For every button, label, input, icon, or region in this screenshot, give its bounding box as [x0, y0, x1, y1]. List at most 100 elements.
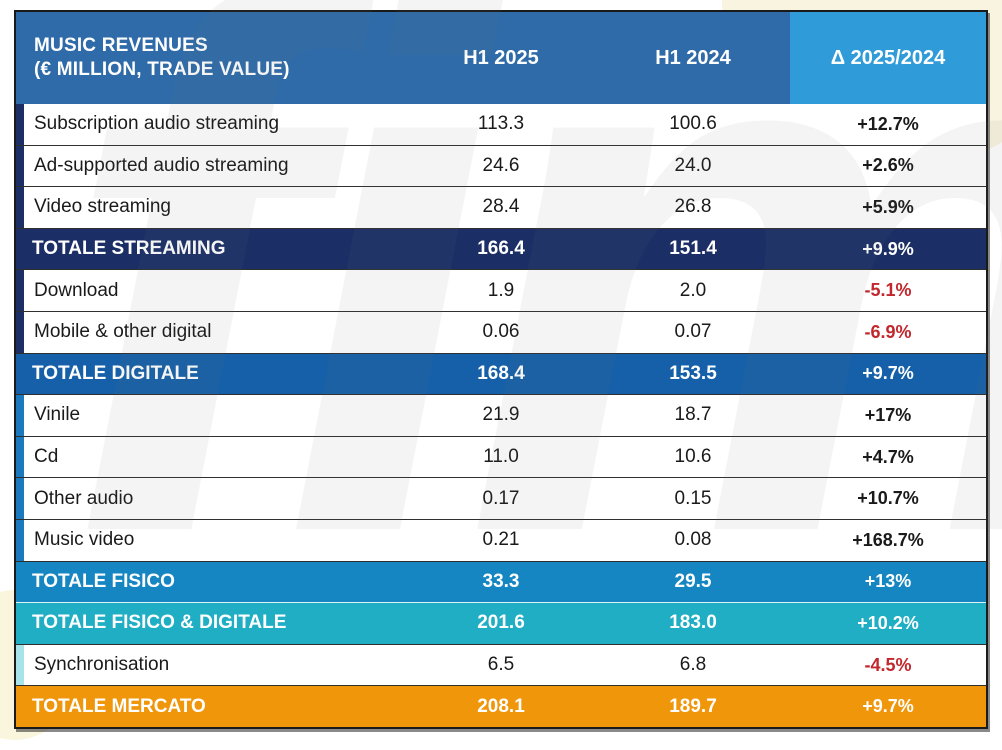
value-delta: +10.7% [857, 488, 919, 509]
value-delta: -4.5% [864, 654, 912, 675]
value-delta: +17% [864, 404, 912, 425]
value-h1-2025: 166.4 [477, 238, 525, 260]
value-h1-2025: 33.3 [482, 570, 520, 592]
row-label-cell: TOTALE STREAMING [16, 229, 406, 270]
table-row: Synchronisation 6.5 6.8 -4.5% [16, 643, 986, 686]
row-label-cell: Video streaming [16, 187, 406, 228]
value-h1-2025: 201.6 [477, 612, 525, 634]
row-label: Subscription audio streaming [34, 113, 280, 135]
value-h1-2025: 1.9 [487, 279, 515, 301]
value-h1-2024: 6.8 [679, 654, 707, 676]
header-title-cell: MUSIC REVENUES (€ MILLION, TRADE VALUE) [16, 12, 406, 104]
row-color-stripe [16, 519, 24, 561]
value-h1-2025: 21.9 [482, 404, 520, 426]
value-delta: -6.9% [864, 321, 912, 342]
table-row: TOTALE MERCATO 208.1 189.7 +9.7% [16, 685, 986, 727]
value-h1-2025: 24.6 [482, 154, 520, 176]
row-label: Vinile [34, 404, 81, 426]
row-label: TOTALE FISICO & DIGITALE [32, 612, 287, 634]
value-delta: +168.7% [852, 529, 924, 550]
row-label: Mobile & other digital [34, 321, 212, 343]
table-row: Music video 0.21 0.08 +168.7% [16, 518, 986, 561]
table-row: Cd 11.0 10.6 +4.7% [16, 435, 986, 478]
row-label: Ad-supported audio streaming [34, 154, 289, 176]
table-row: TOTALE FISICO & DIGITALE 201.6 183.0 +10.2% [16, 602, 986, 644]
table-row: Vinile 21.9 18.7 +17% [16, 394, 986, 436]
value-h1-2024: 29.5 [674, 570, 712, 592]
row-label-cell: Ad-supported audio streaming [16, 145, 406, 187]
row-label-cell: Subscription audio streaming [16, 104, 406, 145]
row-label-cell: Cd [16, 436, 406, 478]
row-label: Synchronisation [34, 654, 170, 676]
value-h1-2025: 0.17 [482, 487, 520, 509]
value-h1-2025: 208.1 [477, 695, 525, 717]
row-label: Download [34, 279, 119, 301]
row-color-stripe [16, 187, 24, 228]
value-h1-2024: 0.15 [674, 487, 712, 509]
header-col-h1-2024: H1 2024 [655, 46, 731, 69]
row-color-stripe [16, 395, 24, 436]
value-delta: +9.7% [862, 696, 914, 717]
value-delta: +10.2% [857, 612, 919, 633]
table-row: Ad-supported audio streaming 24.6 24.0 +2.6… [16, 144, 986, 187]
row-label: TOTALE MERCATO [32, 695, 206, 717]
row-color-stripe [16, 145, 24, 187]
row-label: Video streaming [34, 196, 171, 218]
value-h1-2024: 18.7 [674, 404, 712, 426]
row-label-cell: Music video [16, 519, 406, 561]
row-label-cell: TOTALE FISICO & DIGITALE [16, 603, 406, 644]
table-row: Mobile & other digital 0.06 0.07 -6.9% [16, 310, 986, 353]
music-revenues-table: MUSIC REVENUES (€ MILLION, TRADE VALUE) … [14, 10, 988, 729]
value-h1-2025: 113.3 [477, 113, 525, 135]
row-color-stripe [16, 104, 24, 145]
value-delta: +13% [864, 571, 912, 592]
table-title-line2: (€ MILLION, TRADE VALUE) [34, 59, 290, 80]
value-h1-2025: 0.06 [482, 321, 520, 343]
row-label: Other audio [34, 487, 134, 509]
table-body: Subscription audio streaming 113.3 100.6 +1… [16, 104, 986, 727]
row-color-stripe [16, 311, 24, 353]
value-delta: +4.7% [862, 446, 914, 467]
row-label-cell: Mobile & other digital [16, 311, 406, 353]
row-color-stripe [16, 436, 24, 478]
row-color-stripe [16, 644, 24, 686]
value-h1-2025: 28.4 [482, 196, 520, 218]
table-header-row: MUSIC REVENUES (€ MILLION, TRADE VALUE) … [16, 12, 986, 104]
header-col-delta: Δ 2025/2024 [790, 12, 986, 104]
row-label-cell: TOTALE FISICO [16, 562, 406, 603]
row-label: Music video [34, 529, 135, 551]
value-delta: +12.7% [857, 113, 919, 134]
table-row: TOTALE FISICO 33.3 29.5 +13% [16, 560, 986, 603]
value-h1-2025: 0.21 [482, 529, 520, 551]
row-label-cell: Download [16, 270, 406, 311]
row-label: TOTALE STREAMING [32, 238, 226, 260]
value-h1-2024: 153.5 [669, 362, 717, 384]
row-label: TOTALE FISICO [32, 570, 175, 592]
value-h1-2024: 10.6 [674, 446, 712, 468]
row-label: TOTALE DIGITALE [32, 362, 199, 384]
value-delta: +2.6% [862, 155, 914, 176]
table-title-line1: MUSIC REVENUES [34, 35, 208, 56]
value-h1-2024: 183.0 [669, 612, 717, 634]
value-h1-2025: 11.0 [483, 446, 519, 468]
value-delta: +9.7% [862, 363, 914, 384]
row-label-cell: Synchronisation [16, 644, 406, 686]
row-label-cell: Other audio [16, 478, 406, 519]
value-h1-2025: 168.4 [477, 362, 525, 384]
value-h1-2024: 100.6 [669, 113, 717, 135]
value-h1-2024: 26.8 [674, 196, 712, 218]
value-delta: -5.1% [864, 280, 912, 301]
table-row: Other audio 0.17 0.15 +10.7% [16, 477, 986, 519]
row-label-cell: TOTALE MERCATO [16, 686, 406, 727]
value-h1-2024: 24.0 [674, 154, 712, 176]
row-label-cell: TOTALE DIGITALE [16, 354, 406, 395]
table-row: TOTALE STREAMING 166.4 151.4 +9.9% [16, 227, 986, 270]
table-row: Video streaming 28.4 26.8 +5.9% [16, 186, 986, 228]
row-label-cell: Vinile [16, 395, 406, 436]
row-color-stripe [16, 270, 24, 311]
value-h1-2024: 2.0 [679, 279, 707, 301]
row-color-stripe [16, 478, 24, 519]
header-col-h1-2025: H1 2025 [463, 46, 539, 69]
table-row: TOTALE DIGITALE 168.4 153.5 +9.7% [16, 352, 986, 395]
